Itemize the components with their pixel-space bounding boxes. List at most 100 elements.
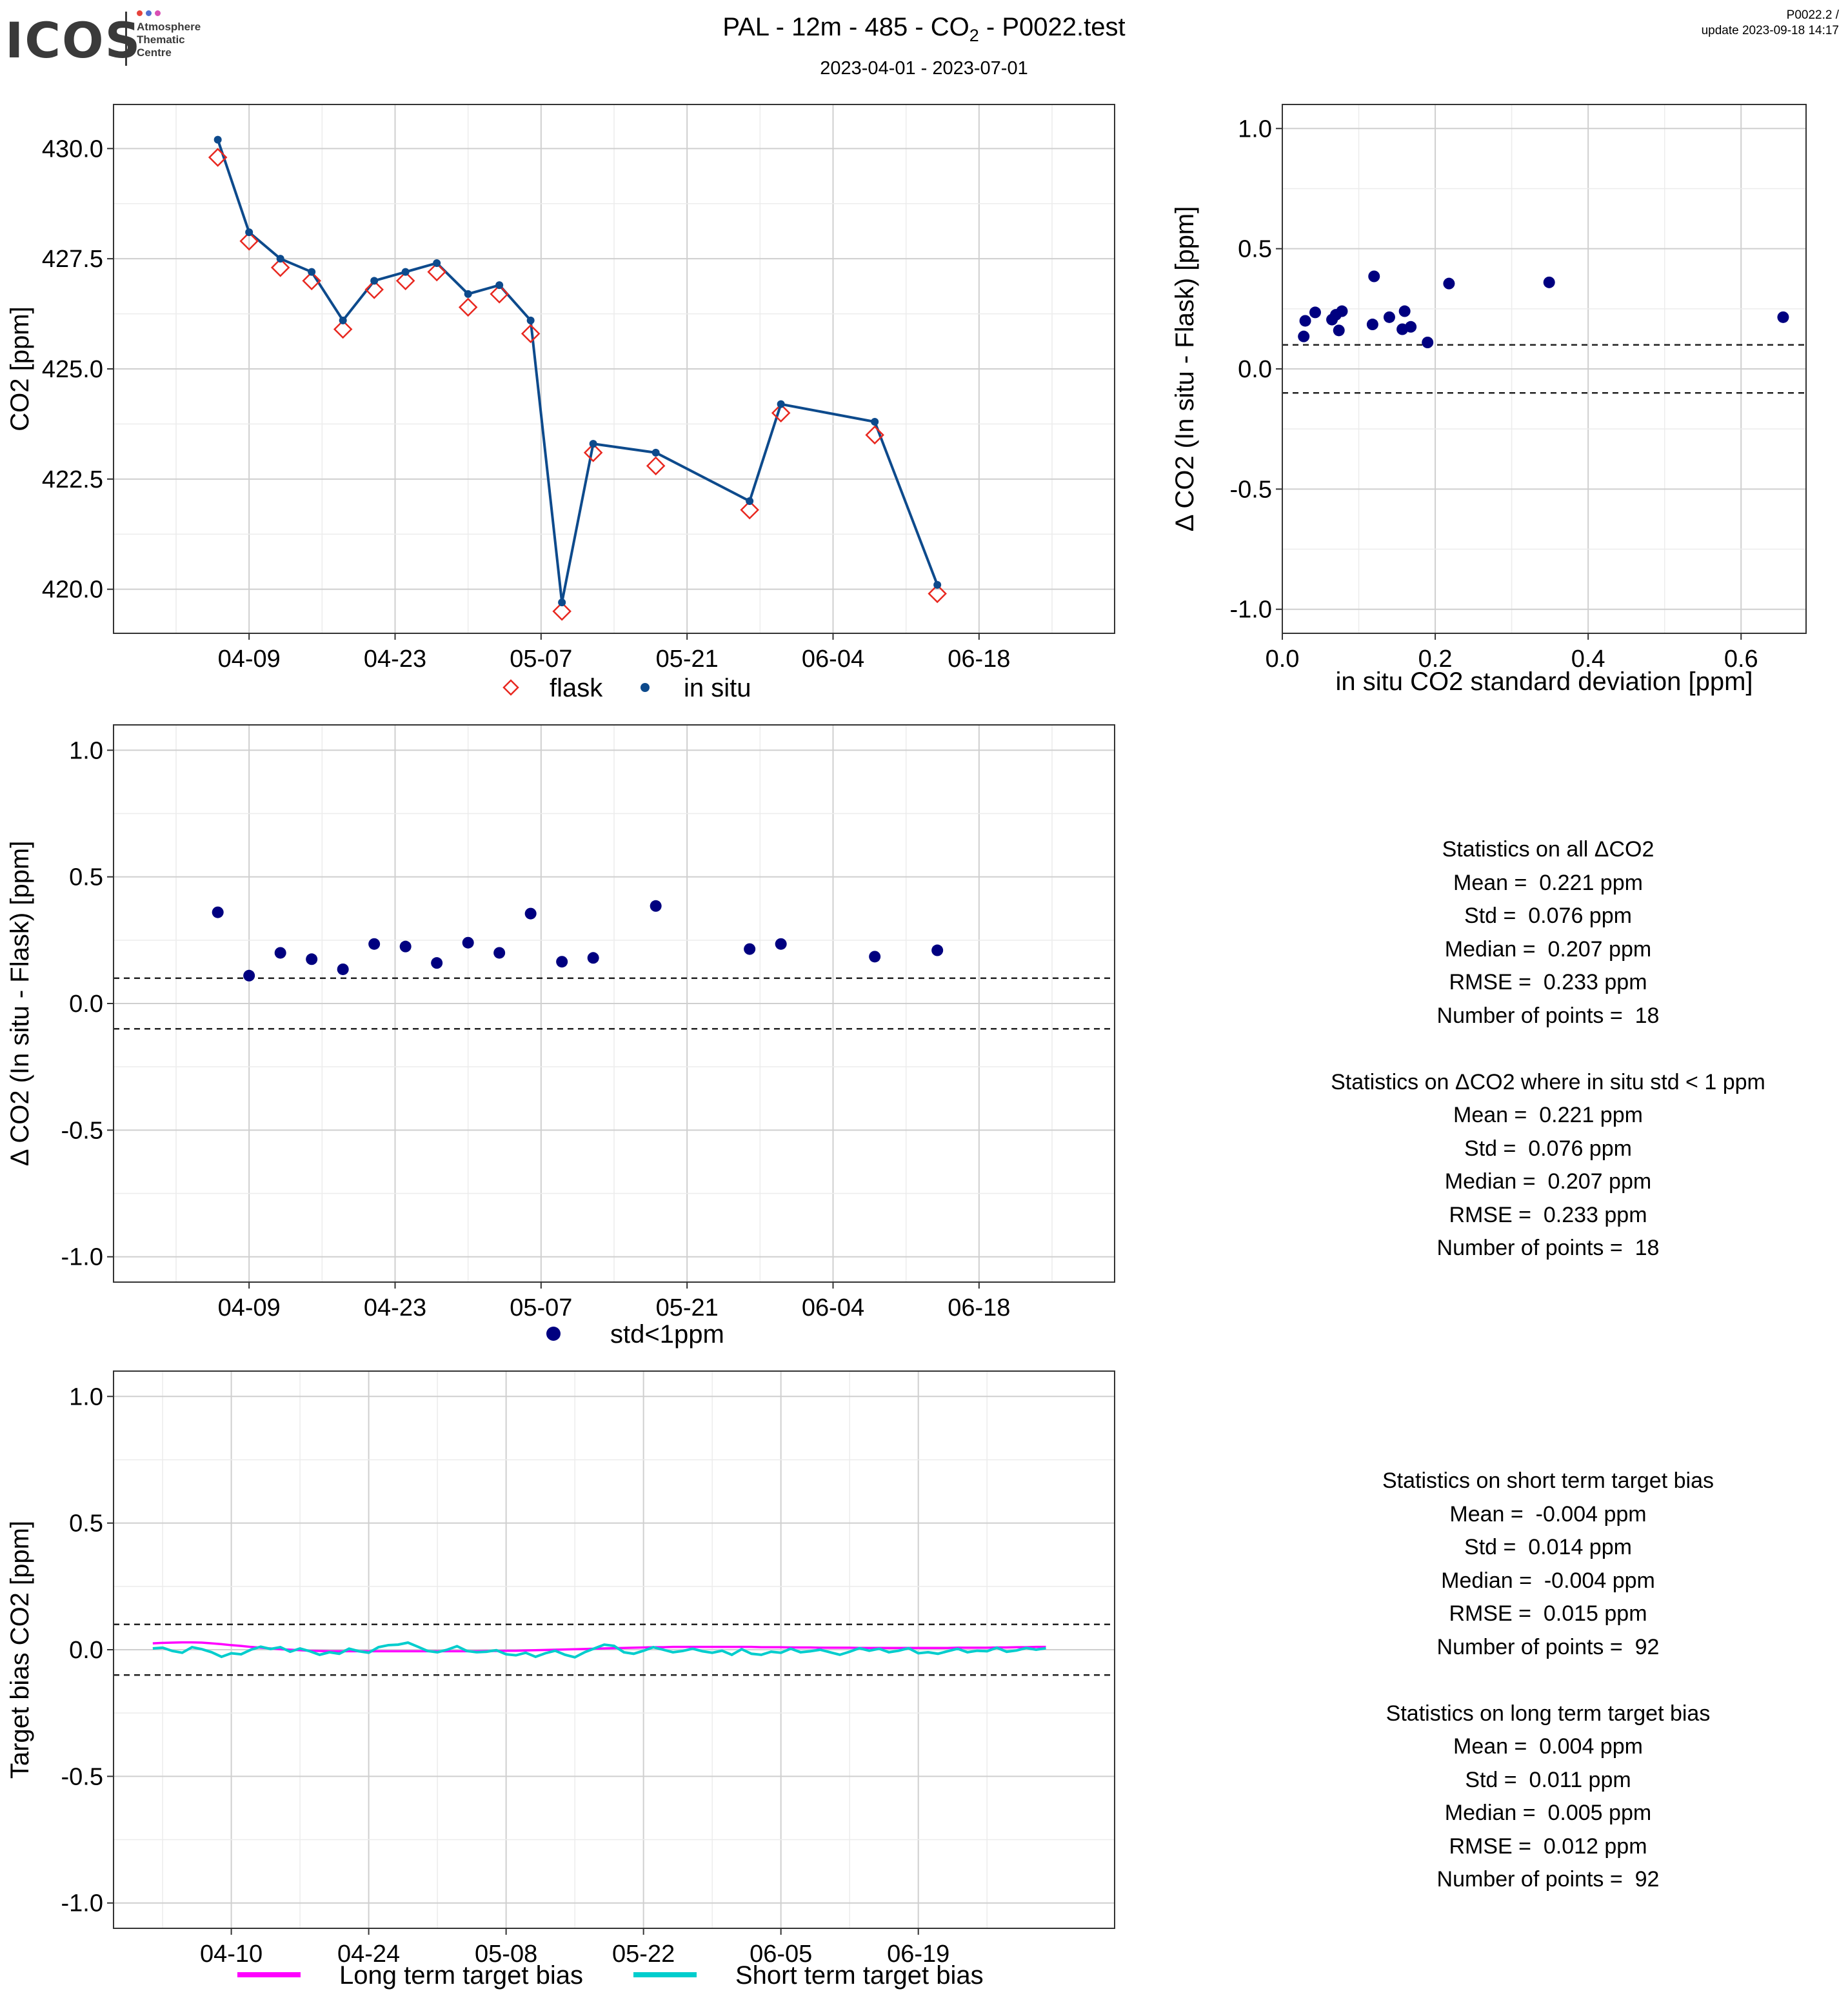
delta-point [493,947,506,959]
stats-line: Number of points = 92 [1436,1634,1660,1659]
y-axis-label: Target bias CO2 [ppm] [6,1521,34,1779]
y-tick-label: 1.0 [1238,115,1272,143]
in-situ-point [433,259,441,267]
flask-point [552,602,571,621]
icos-logo-text: ICOS [5,12,142,69]
in-situ-point [526,316,535,324]
stats-line: Median = 0.207 ppm [1444,936,1652,962]
x-tick-label: 06-04 [802,1294,864,1321]
delta-point [1443,277,1455,290]
x-tick-label: 06-18 [948,1294,1010,1321]
stats-line: Mean = -0.004 ppm [1449,1501,1647,1527]
x-tick-label: 0.4 [1571,646,1605,673]
y-tick-label: 0.0 [1238,356,1272,383]
flask-point [583,443,603,462]
delta-point [462,936,474,949]
y-tick-label: 0.0 [69,991,103,1018]
version-line: P0022.2 / [1786,8,1839,22]
logo-subtitle-line: Thematic [137,34,185,46]
delta-point [243,969,255,982]
y-tick-label: 0.5 [1238,236,1272,263]
x-tick-label: 04-09 [218,646,281,673]
y-tick-label: 1.0 [69,1383,103,1410]
y-tick-label: -1.0 [61,1890,103,1917]
in-situ-point [464,290,472,298]
stats-line: Statistics on ΔCO2 where in situ std < 1… [1331,1069,1765,1094]
x-tick-label: 05-07 [510,646,572,673]
in-situ-point [370,277,379,285]
delta-point [1398,305,1411,317]
in-situ-point [777,400,785,408]
delta-point [431,957,443,969]
flask-point [239,232,259,251]
flask-point [458,297,478,317]
flask-point [364,280,384,299]
short-term-bias-line [152,1641,1046,1659]
delta-point [775,938,787,950]
flask-point [865,425,884,445]
delta-point [1368,270,1380,282]
logo-subtitle-line: Atmosphere [137,21,201,33]
y-axis-label: Δ CO2 (In situ - Flask) [ppm] [1171,206,1199,532]
title-main: PAL - 12m - 485 - CO [722,13,969,41]
delta-point [869,951,881,963]
stats-spacer [1284,1033,1813,1066]
x-tick-label: 04-09 [218,1294,281,1321]
flask-point [395,271,415,291]
x-tick-label: 0.0 [1266,646,1300,673]
delta-point [274,947,286,959]
x-tick-label: 04-10 [200,1941,263,1968]
legend-flask-marker [502,679,519,696]
in-situ-point [245,228,253,237]
in-situ-point [871,418,879,426]
delta-point [337,963,349,975]
delta-point [524,907,537,920]
stats-line: Statistics on short term target bias [1382,1468,1714,1493]
y-tick-label: 430.0 [42,135,103,163]
x-tick-label: 05-21 [656,1294,719,1321]
delta-point [399,940,412,953]
y-tick-label: -1.0 [1230,597,1272,624]
legend-in-situ-marker [641,683,650,692]
stats-line: Median = -0.004 ppm [1441,1568,1655,1593]
flask-point [490,284,509,304]
stats-line: Number of points = 92 [1436,1867,1660,1892]
flask-point [740,500,759,520]
flask-point [208,148,228,167]
x-tick-label: 06-19 [887,1941,949,1968]
y-tick-label: 422.5 [42,466,103,493]
x-tick-label: 06-18 [948,646,1010,673]
y-tick-label: 0.5 [69,864,103,891]
logo-subtitle: Atmosphere Thematic Centre [137,21,201,59]
y-tick-label: -1.0 [61,1244,103,1271]
delta-point [1777,311,1789,323]
stats-line: Std = 0.014 ppm [1464,1535,1632,1559]
in-situ-point [589,440,597,448]
delta-point [1366,319,1378,331]
x-tick-label: 0.6 [1724,646,1758,673]
update-line: update 2023-09-18 14:17 [1701,24,1839,37]
flask-point [270,258,290,277]
y-tick-label: -0.5 [1230,476,1272,503]
logo-dot-red [137,10,143,16]
flask-point [302,271,321,291]
flask-point [646,456,666,476]
delta-point [1383,311,1395,323]
y-tick-label: 427.5 [42,246,103,273]
y-tick-label: 1.0 [69,737,103,764]
x-tick-label: 05-21 [656,646,719,673]
legend-flask-label: flask [550,674,603,702]
flask-point [333,319,353,339]
delta-point [1543,276,1555,288]
flask-point [771,403,791,423]
version-info: P0022.2 / update 2023-09-18 14:17 [1702,8,1839,39]
stats-line: RMSE = 0.012 ppm [1449,1834,1647,1859]
stats-bias-panel: Statistics on short term target bias Mean… [1284,1465,1813,1897]
stats-spacer [1284,1664,1813,1697]
stats-line: RMSE = 0.233 ppm [1449,1202,1647,1227]
stats-line: Std = 0.011 ppm [1465,1767,1631,1792]
delta-point [650,900,662,912]
delta-point [744,943,756,955]
delta-point [1309,306,1321,319]
